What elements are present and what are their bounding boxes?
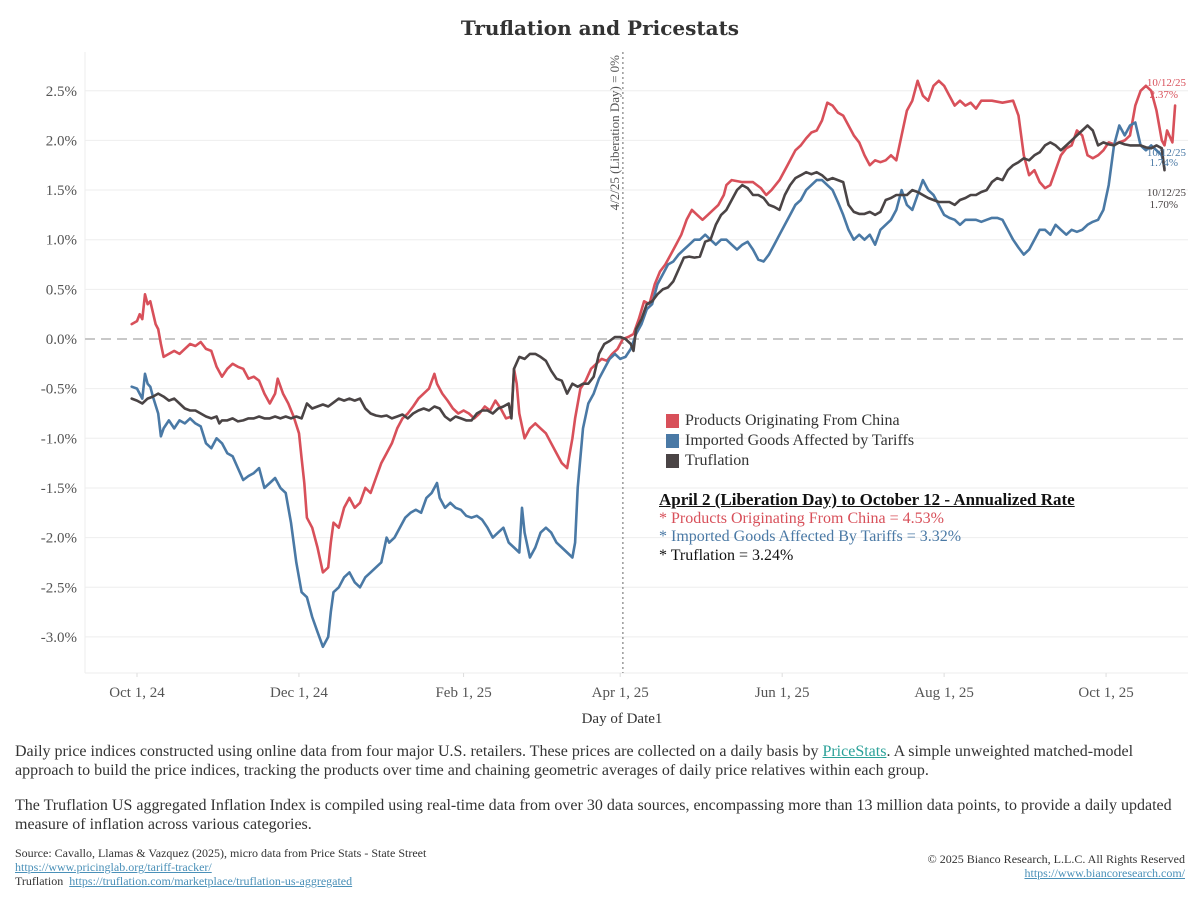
legend-label: Truflation [685,452,750,469]
annualized-rate-tariffs: * Imported Goods Affected By Tariffs = 3… [659,528,962,545]
legend-label: Imported Goods Affected by Tariffs [685,432,915,449]
x-tick-label: Dec 1, 24 [270,685,328,701]
source-block: Source: Cavallo, Llamas & Vazquez (2025)… [15,846,426,888]
bianco-research-link[interactable]: https://www.biancoresearch.com/ [1024,866,1185,880]
copyright-block: © 2025 Bianco Research, L.L.C. All Right… [928,852,1185,880]
description-paragraph-1: Daily price indices constructed using on… [15,743,1195,780]
y-tick-label: -1.0% [41,431,77,447]
y-tick-label: 1.0% [46,233,77,249]
x-axis-label: Day of Date1 [582,711,663,727]
legend-item-china[interactable]: Products Originating From China [666,411,914,431]
legend-item-tariffs[interactable]: Imported Goods Affected by Tariffs [666,431,914,451]
description-paragraph-2: The Truflation US aggregated Inflation I… [15,797,1172,833]
x-tick-label: Oct 1, 24 [109,685,165,701]
y-tick-label: -1.5% [41,481,77,497]
liberation-day-label: 4/2/25 (Liberation Day) = 0% [607,55,622,211]
pricestats-link[interactable]: PriceStats [822,743,887,760]
y-tick-label: 2.0% [46,133,77,149]
chart: 2.5% 2.0% 1.5% 1.0% 0.5% 0.0% -0.5% -1.0% -1.5% -… [41,52,1188,727]
legend-item-truflation[interactable]: Truflation [666,451,914,471]
legend-swatch-tariffs [666,434,679,448]
end-label-value-china: 2.37% [1150,89,1178,101]
series-line-china [130,79,1177,574]
description-text: . A simple unweighted matched-model appr… [15,743,1134,779]
y-tick-label: -3.0% [41,630,77,646]
y-tick-label: 0.0% [46,332,77,348]
y-axis-ticks: 2.5% 2.0% 1.5% 1.0% 0.5% 0.0% -0.5% -1.0% -1.5% -… [41,84,77,646]
gridlines [84,52,1188,674]
x-tick-label: Apr 1, 25 [592,685,649,701]
y-tick-label: -0.5% [41,382,77,398]
legend-label: Products Originating From China [685,412,900,429]
annualized-rate-truflation: * Truflation = 3.24% [659,546,794,564]
x-tick-label: Feb 1, 25 [435,685,491,701]
legend-swatch-china [666,414,679,428]
y-tick-label: -2.5% [41,580,77,596]
chart-title: Truflation and Pricestats [460,16,740,40]
copyright-text: © 2025 Bianco Research, L.L.C. All Right… [927,852,1185,866]
source-text: Source: Cavallo, Llamas & Vazquez (2025)… [15,846,427,860]
y-tick-label: 1.5% [46,183,77,199]
end-labels: 10/12/252.37%10/12/251.74%10/12/251.70% [1147,77,1187,211]
annualized-rate-title: April 2 (Liberation Day) to October 12 -… [659,490,1075,509]
y-tick-label: 2.5% [46,84,77,100]
pricinglab-link[interactable]: https://www.pricinglab.org/tariff-tracke… [15,860,212,874]
series-line-tariffs [130,121,1166,649]
y-tick-label: -2.0% [41,531,77,547]
legend: Products Originating From China Imported… [666,411,914,471]
legend-swatch-truflation [666,454,679,468]
end-label-date-china: 10/12/25 [1147,77,1187,89]
x-tick-label: Aug 1, 25 [914,685,974,701]
end-label-date-truflation: 10/12/25 [1147,187,1187,199]
end-label-value-truflation: 1.70% [1150,199,1178,211]
truflation-link[interactable]: https://truflation.com/marketplace/trufl… [69,874,353,888]
annualized-rate-box: April 2 (Liberation Day) to October 12 -… [659,490,1075,565]
series-line-truflation [130,124,1166,425]
description-text: Daily price indices constructed using on… [15,743,823,760]
x-axis-ticks: Oct 1, 24 Dec 1, 24 Feb 1, 25 Apr 1, 25 Jun … [109,673,1134,701]
end-label-date-tariffs: 10/12/25 [1147,147,1187,159]
end-label-value-tariffs: 1.74% [1150,157,1178,169]
truflation-source-label: Truflation [15,874,64,888]
x-tick-label: Oct 1, 25 [1078,685,1133,701]
y-tick-label: 0.5% [46,282,77,298]
annualized-rate-china: * Products Originating From China = 4.53… [659,509,945,527]
series-lines [130,79,1177,649]
x-tick-label: Jun 1, 25 [755,685,810,701]
